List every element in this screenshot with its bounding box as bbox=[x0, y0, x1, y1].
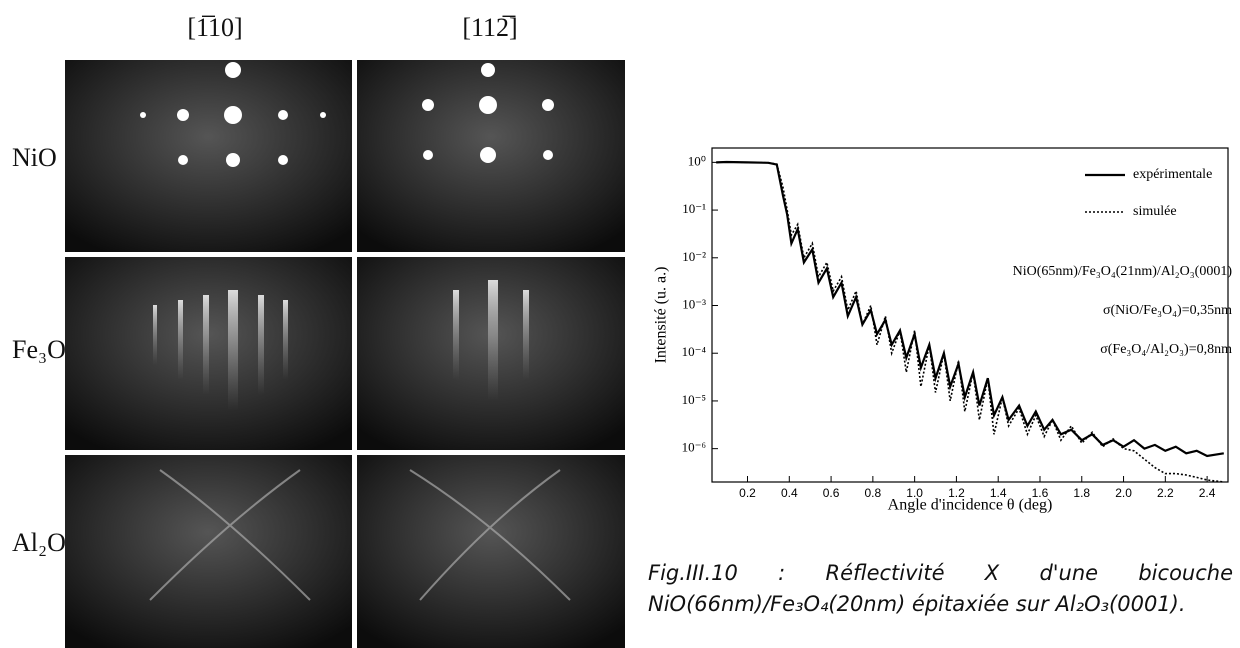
x-tick-label: 1.0 bbox=[906, 486, 923, 500]
data-line bbox=[716, 161, 1224, 483]
rheed-panel bbox=[357, 455, 625, 648]
x-tick-label: 0.2 bbox=[739, 486, 756, 500]
diffraction-spots bbox=[140, 62, 554, 167]
y-tick-label: 10⁻³ bbox=[682, 296, 706, 311]
annotation: NiO(65nm)/Fe₃O₄(21nm)/Al₂O₃(0001) bbox=[1013, 264, 1233, 279]
y-tick-label: 10⁻¹ bbox=[682, 201, 706, 216]
x-tick-label: 2.0 bbox=[1115, 486, 1132, 500]
y-tick-label: 10⁻⁴ bbox=[682, 344, 707, 359]
caption: Fig.III.10 : Réflectivité X d'une bicouc… bbox=[648, 561, 1233, 616]
x-tick-label: 0.8 bbox=[865, 486, 882, 500]
x-tick-label: 2.4 bbox=[1199, 486, 1216, 500]
y-tick-label: 10⁻² bbox=[682, 249, 706, 264]
annotation: σ(NiO/Fe₃O₄)=0,35nm bbox=[1103, 303, 1232, 318]
x-tick-label: 2.2 bbox=[1157, 486, 1174, 500]
row-label: Al₂O₃ bbox=[12, 528, 75, 557]
annotation: σ(Fe₃O₄/Al₂O₃)=0,8nm bbox=[1100, 342, 1232, 357]
row-label: Fe₃O₄ bbox=[12, 335, 75, 364]
chart: Angle d'incidence θ (deg) Intensité (u. … bbox=[653, 147, 1233, 514]
x-tick-label: 0.4 bbox=[781, 486, 798, 500]
column-label: [1̅10] bbox=[187, 13, 242, 42]
y-axis-label: Intensité (u. a.) bbox=[653, 267, 670, 364]
diffraction-streaks bbox=[153, 280, 529, 410]
x-tick-label: 1.8 bbox=[1073, 486, 1090, 500]
row-label: NiO bbox=[12, 143, 57, 172]
x-tick-label: 1.4 bbox=[990, 486, 1007, 500]
y-tick-label: 10⁻⁶ bbox=[682, 440, 706, 455]
y-tick-label: 10⁰ bbox=[688, 153, 706, 168]
rheed-images bbox=[65, 60, 625, 648]
legend-label: expérimentale bbox=[1133, 167, 1212, 182]
x-axis-label: Angle d'incidence θ (deg) bbox=[888, 497, 1053, 514]
x-tick-label: 0.6 bbox=[823, 486, 840, 500]
rheed-panel bbox=[65, 455, 352, 648]
plot-frame bbox=[711, 147, 1229, 483]
y-tick-label: 10⁻⁵ bbox=[682, 392, 706, 407]
kikuchi-lines bbox=[149, 469, 571, 601]
legend-label: simulée bbox=[1133, 204, 1177, 219]
x-tick-label: 1.2 bbox=[948, 486, 965, 500]
x-tick-label: 1.6 bbox=[1032, 486, 1049, 500]
rheed-panel bbox=[65, 60, 352, 252]
column-label: [112̅] bbox=[462, 13, 517, 42]
